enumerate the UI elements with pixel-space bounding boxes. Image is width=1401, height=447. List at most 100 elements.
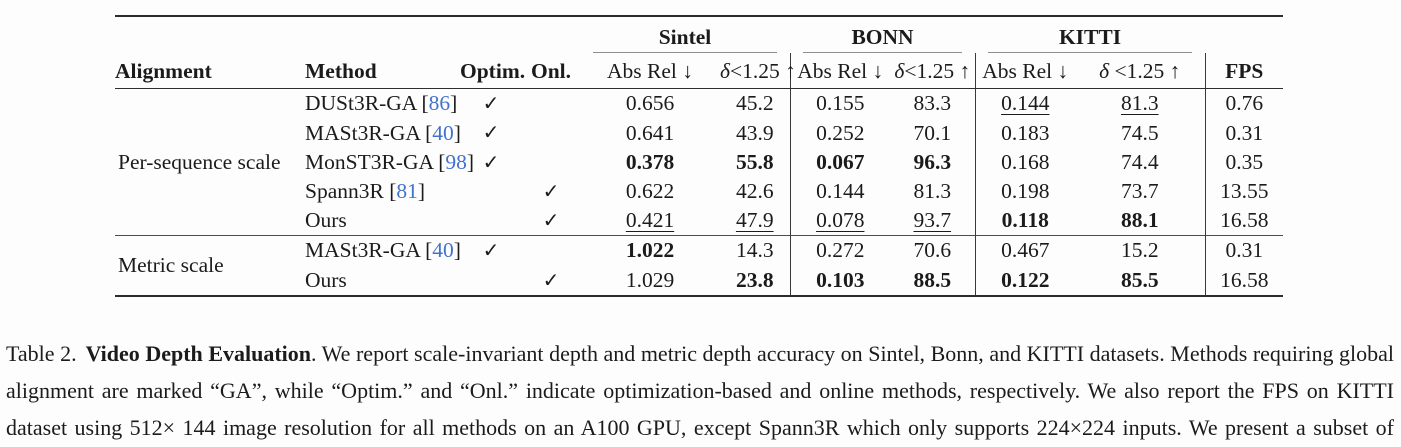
metric-value-cell: 1.022 xyxy=(580,235,720,266)
onl-checkmark: ✓ xyxy=(542,269,560,292)
table-row: MonST3R-GA [98] ✓ 0.378 55.8 0.067 96.3 0.168 7… xyxy=(115,147,1283,177)
delta-threshold: <1.25 ↑ xyxy=(1109,58,1181,83)
method-cell: DUSt3R-GA [86] xyxy=(305,91,458,116)
metric-value-cell: 0.421 xyxy=(625,208,675,233)
metric-value-cell: 0.378 xyxy=(625,149,675,174)
kitti-delta-header: δ <1.25 ↑ xyxy=(1075,52,1206,90)
method-cell: MASt3R-GA [40] xyxy=(305,235,461,266)
fps-cell: 0.31 xyxy=(1205,235,1284,266)
method-cell: MASt3R-GA [40] xyxy=(305,120,461,145)
fps-cell: 16.58 xyxy=(1220,267,1269,292)
metric-value-cell: 0.118 xyxy=(1001,208,1049,233)
citation-link[interactable]: 98 xyxy=(445,149,467,174)
onl-check-cell xyxy=(522,235,580,266)
table-caption: Table 2. Video Depth Evaluation. We repor… xyxy=(0,336,1401,447)
fps-cell: 0.35 xyxy=(1225,149,1264,174)
metric-value-cell: 0.078 xyxy=(816,208,865,233)
table-row: Spann3R [81] ✓ 0.622 42.6 0.144 81.3 0.198 73.7… xyxy=(115,176,1283,207)
metric-value-cell: 0.183 xyxy=(1001,120,1050,145)
metric-value-cell: 0.656 xyxy=(625,91,675,116)
group-label-sintel: Sintel xyxy=(593,25,778,53)
group-label-kitti: KITTI xyxy=(988,25,1193,53)
alignment-cell: Metric scale xyxy=(115,235,305,296)
metric-value-cell: 0.252 xyxy=(816,120,865,145)
metric-value-cell: 73.7 xyxy=(1075,176,1206,207)
metric-value-cell: 83.3 xyxy=(890,88,976,119)
optim-checkmark: ✓ xyxy=(482,122,500,145)
sintel-delta-header: δ<1.25 ↑ xyxy=(720,52,796,90)
fps-header: FPS xyxy=(1205,52,1284,90)
delta-symbol: δ xyxy=(720,58,730,83)
fps-cell: 0.76 xyxy=(1225,91,1264,116)
metric-value-cell: 74.5 xyxy=(1075,118,1206,148)
metric-value-cell: 0.168 xyxy=(1001,149,1050,174)
table-row: Per-sequence scale DUSt3R-GA [86] ✓ 0.656 45… xyxy=(115,88,1283,174)
alignment-cell: Per-sequence scale xyxy=(118,149,281,174)
optim-check-cell xyxy=(460,266,522,296)
onl-checkmark: ✓ xyxy=(542,210,560,233)
group-spacer-fps xyxy=(1205,16,1283,53)
citation-link[interactable]: 40 xyxy=(432,120,454,145)
caption-label: Table 2. xyxy=(6,341,77,366)
metric-value-cell: 85.5 xyxy=(1075,265,1206,296)
metric-value-cell: 15.2 xyxy=(1075,235,1206,266)
citation-link[interactable]: 86 xyxy=(428,91,451,116)
onl-check-cell xyxy=(522,89,580,119)
metric-value-cell: 70.1 xyxy=(890,118,976,148)
optim-checkmark: ✓ xyxy=(482,93,500,116)
optim-checkmark: ✓ xyxy=(460,235,522,266)
metric-value-cell: 0.122 xyxy=(1001,267,1050,292)
metric-value-cell: 0.144 xyxy=(816,178,865,203)
metric-value-cell: 0.272 xyxy=(790,235,891,266)
metric-value-cell: 0.155 xyxy=(816,91,865,116)
results-table-wrap: Sintel BONN KITTI Alignment Method Optim… xyxy=(115,15,1284,297)
table-body: Per-sequence scale DUSt3R-GA [86] ✓ 0.656 45… xyxy=(115,88,1284,296)
group-header-sintel: Sintel xyxy=(580,16,790,53)
metric-value-cell: 43.9 xyxy=(720,118,791,148)
table-header: Sintel BONN KITTI Alignment Method Optim… xyxy=(115,16,1284,90)
metric-value-cell: 47.9 xyxy=(720,206,791,236)
onl-check-cell xyxy=(522,148,580,177)
alignment-header: Alignment xyxy=(115,52,305,90)
onl-check-cell xyxy=(522,119,580,148)
caption-body: . We report scale-invariant depth and me… xyxy=(6,341,1394,440)
delta-threshold: <1.25 ↑ xyxy=(904,58,971,83)
kitti-absrel-header: Abs Rel ↓ xyxy=(975,52,1076,90)
metric-value-cell: 93.7 xyxy=(890,206,976,236)
delta-symbol: δ xyxy=(894,58,905,83)
method-cell: Ours xyxy=(305,208,347,233)
optim-header: Optim. xyxy=(460,52,525,90)
onl-header: Onl. xyxy=(522,52,580,90)
table-row: Ours ✓ 1.029 23.8 0.103 88.5 0.122 85.5 16.58 xyxy=(115,265,1283,296)
citation-link[interactable]: 40 xyxy=(432,238,454,263)
group-spacer xyxy=(115,16,580,53)
metric-value-cell: 88.5 xyxy=(890,265,976,296)
metric-value-cell: 70.6 xyxy=(890,235,976,266)
method-cell: MonST3R-GA [98] xyxy=(305,149,475,174)
bonn-delta-header: δ<1.25 ↑ xyxy=(890,52,976,90)
method-cell: Ours xyxy=(305,267,347,292)
metric-value-cell: 0.103 xyxy=(816,267,865,292)
metric-value-cell: 14.3 xyxy=(720,235,791,266)
metric-value-cell: 96.3 xyxy=(890,147,976,177)
metric-value-cell: 0.622 xyxy=(625,178,675,203)
optim-check-cell xyxy=(460,206,522,236)
method-header: Method xyxy=(305,52,460,90)
metric-value-cell: 0.641 xyxy=(625,120,675,145)
citation-link[interactable]: 81 xyxy=(396,178,418,203)
metric-value-cell: 74.4 xyxy=(1075,147,1206,177)
group-header-kitti: KITTI xyxy=(975,16,1205,53)
optim-checkmark: ✓ xyxy=(482,151,500,174)
fps-cell: 0.31 xyxy=(1225,120,1264,145)
metric-value-cell: 45.2 xyxy=(720,88,791,119)
metric-value-cell: 42.6 xyxy=(720,176,791,207)
fps-cell: 13.55 xyxy=(1220,178,1269,203)
bonn-absrel-header: Abs Rel ↓ xyxy=(790,52,891,90)
optim-check-cell xyxy=(460,177,522,206)
delta-symbol: δ xyxy=(1099,58,1110,83)
metric-value-cell: 81.3 xyxy=(1075,88,1206,119)
metric-value-cell: 88.1 xyxy=(1075,206,1206,236)
onl-checkmark: ✓ xyxy=(542,180,560,203)
video-depth-evaluation-table: Sintel BONN KITTI Alignment Method Optim… xyxy=(115,15,1284,297)
table-row: Ours ✓ 0.421 47.9 0.078 93.7 0.118 88.1 16.58 xyxy=(115,206,1283,236)
